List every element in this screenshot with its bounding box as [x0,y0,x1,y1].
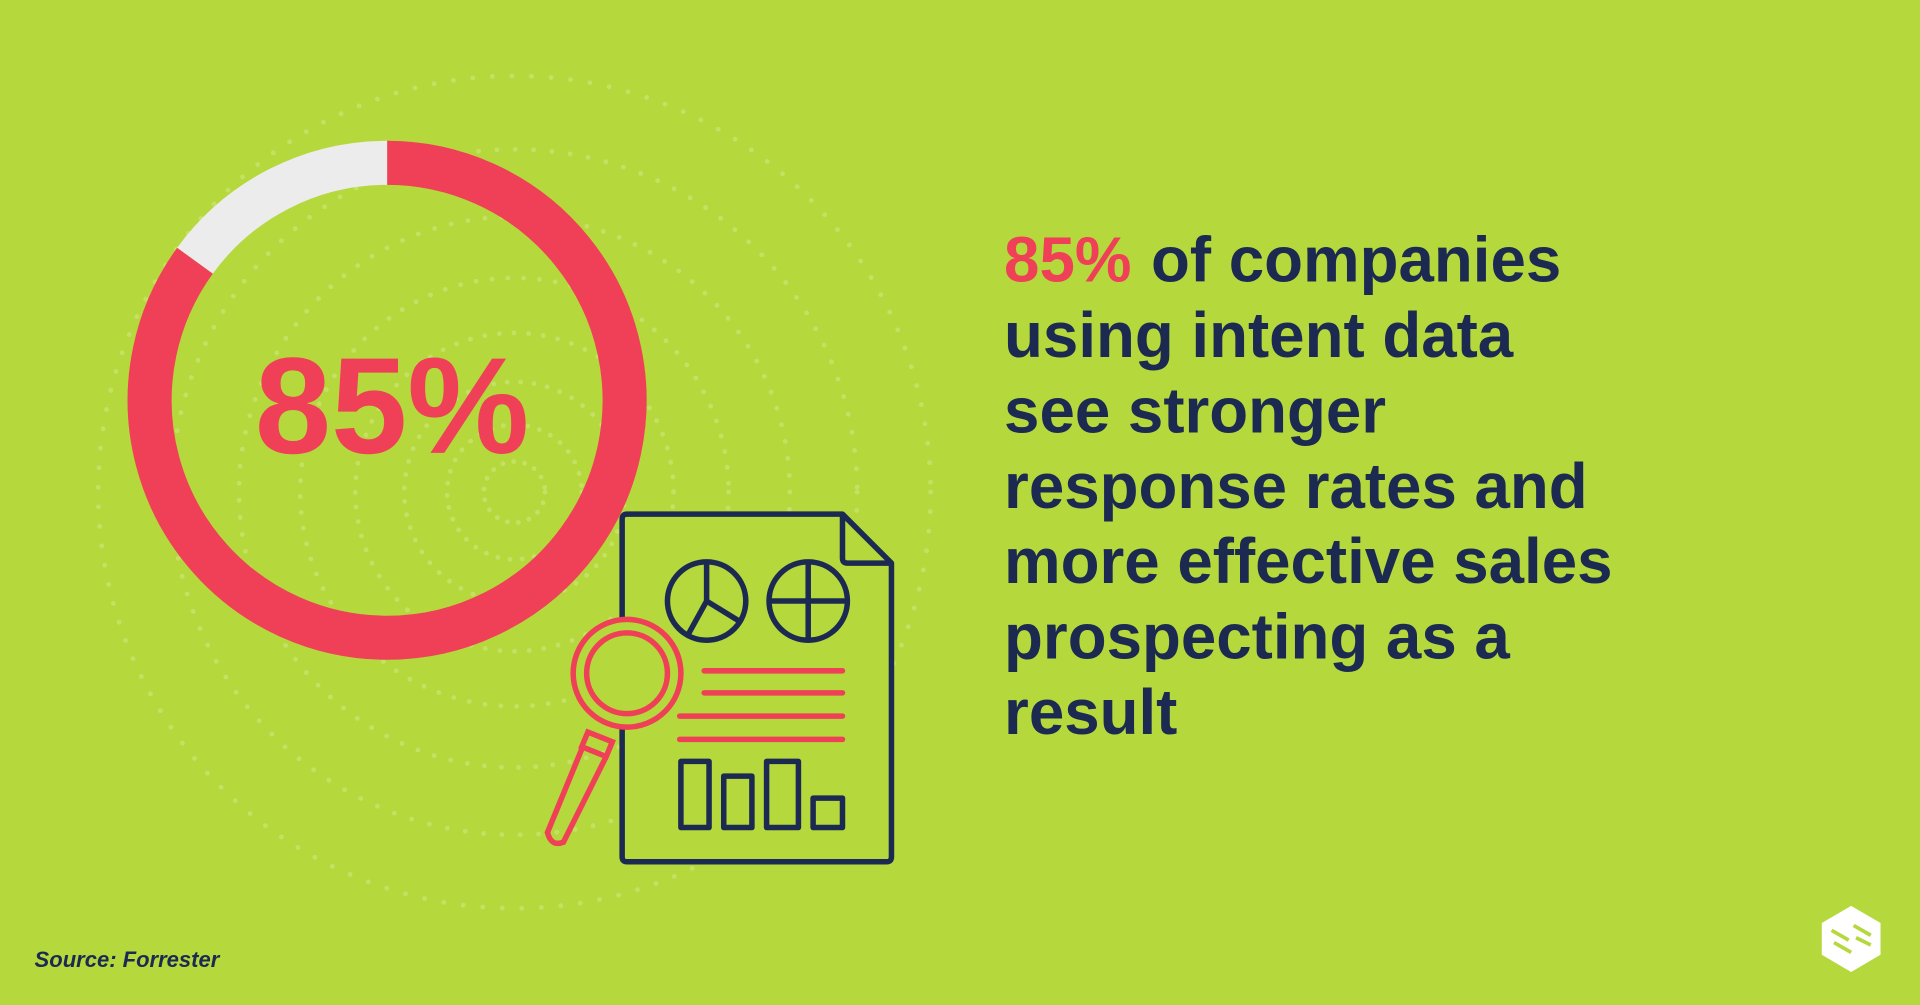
headline-line: of companies [1151,225,1561,296]
headline-line: more effective sales [1004,526,1612,597]
source: Source: Forrester [35,947,221,972]
headline-line: response rates and [1004,451,1588,522]
donut-segment [177,140,388,274]
dot-pattern [95,73,934,911]
headline-line: using intent data [1004,300,1514,371]
center-label: 85% [255,330,529,483]
headline-line: prospecting as a [1004,602,1510,673]
logo [1821,905,1881,972]
report-icon [619,511,895,865]
headline-line: see stronger [1004,375,1386,446]
donut-chart [127,140,647,660]
magnifier-icon [544,616,846,847]
headline: 85% of companies using intent data see stro… [1004,225,1612,748]
headline-highlight: 85% [1004,225,1131,296]
headline-line: result [1004,677,1177,748]
donut-segment [127,140,647,660]
